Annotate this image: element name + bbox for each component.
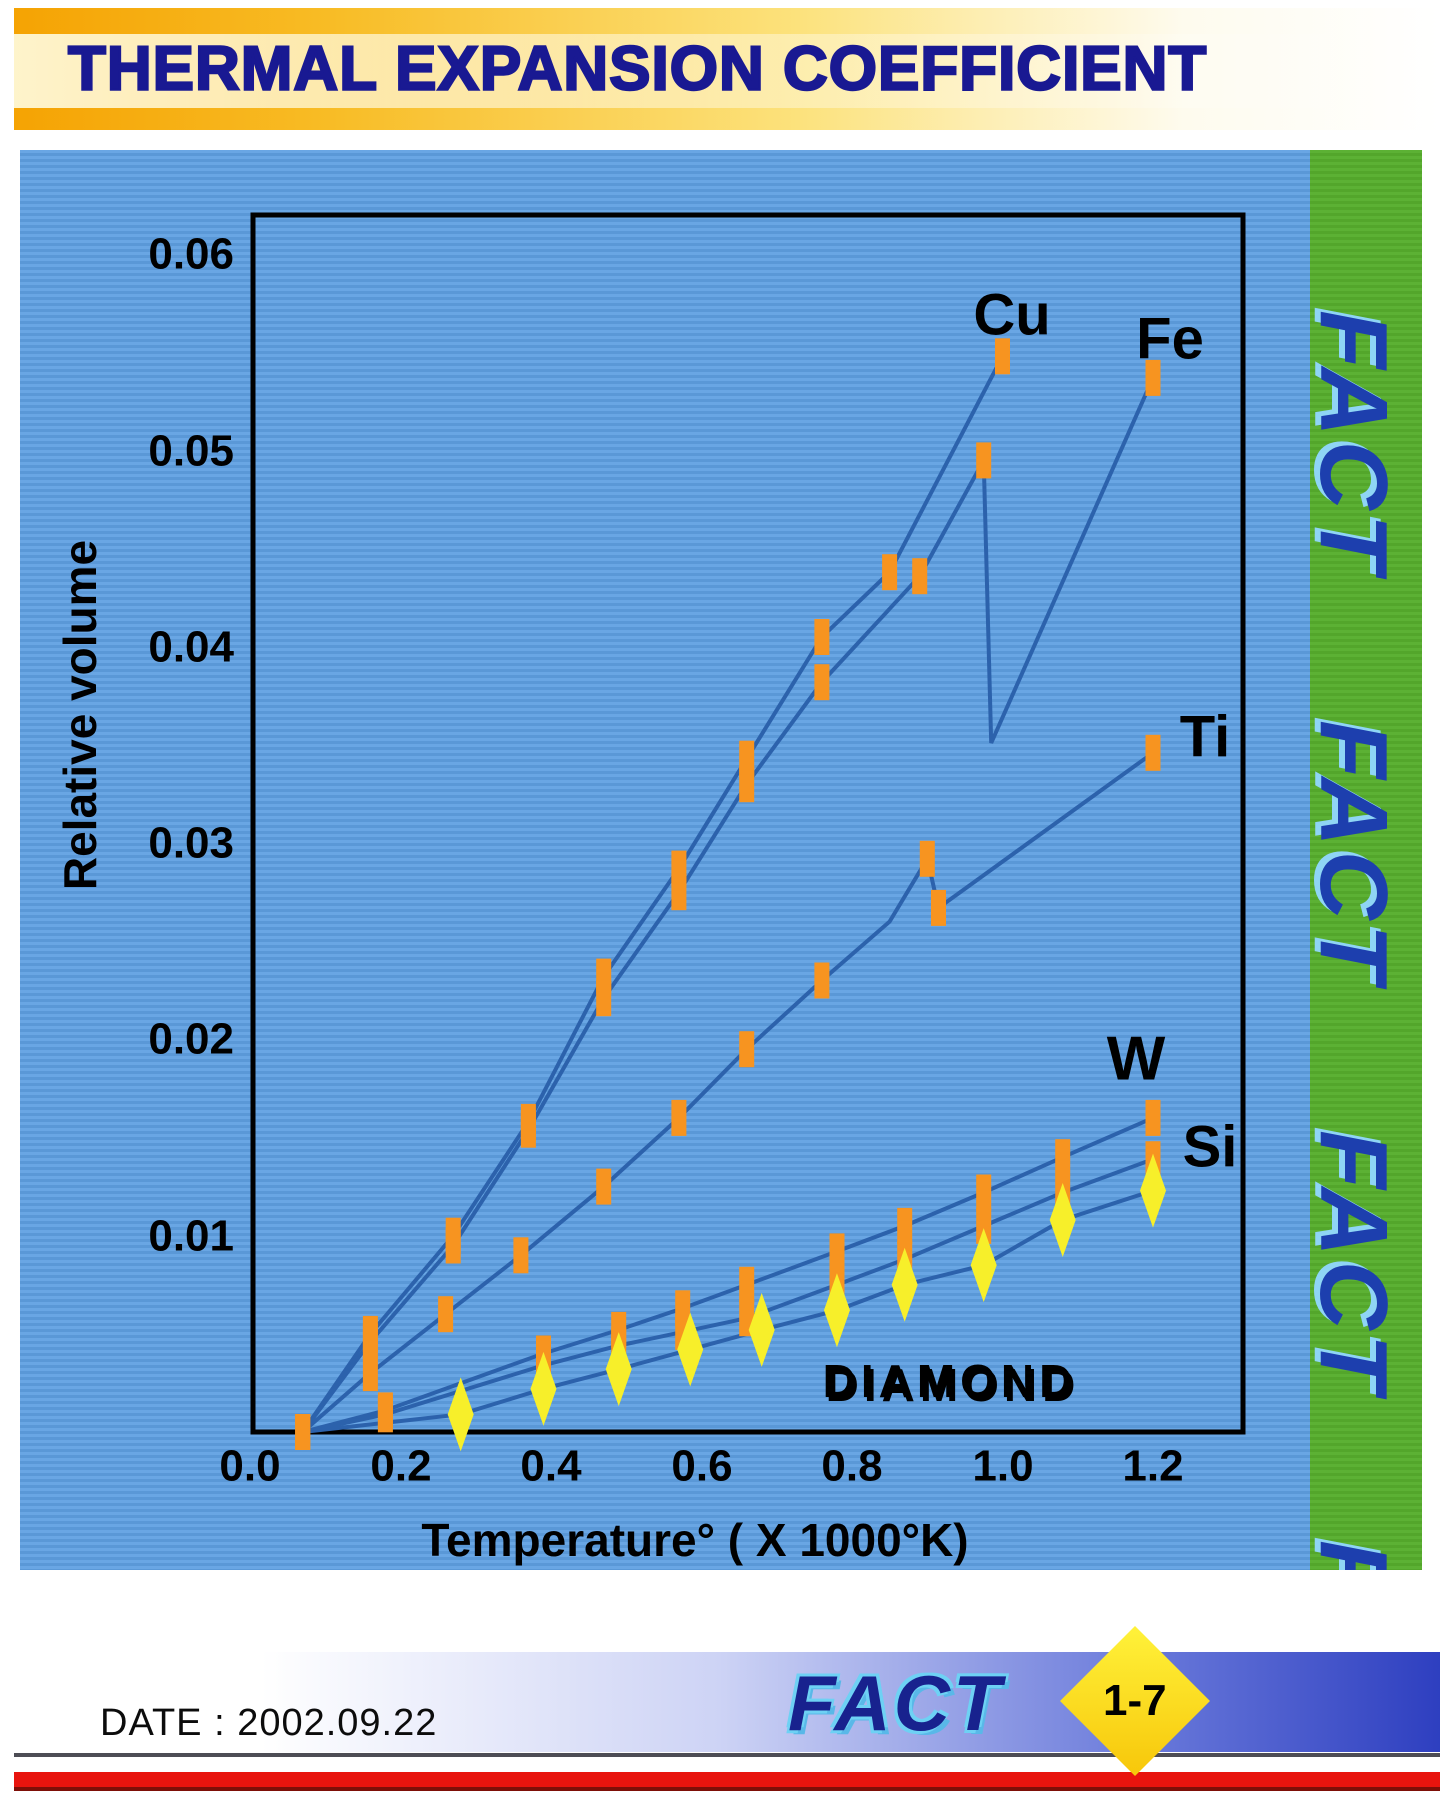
fact-logo: FACT [788, 1659, 1004, 1747]
square-marker [814, 619, 830, 655]
square-marker [445, 1227, 461, 1264]
y-tick-label: 0.04 [148, 623, 234, 672]
series-line-Cu [301, 355, 1005, 1434]
y-tick-label: 0.05 [148, 427, 234, 476]
series-label-shadow-DIAMOND: DIAMOND [826, 1359, 1081, 1411]
series-label-W: W [1107, 1025, 1166, 1094]
square-marker [671, 1099, 687, 1136]
square-marker [976, 442, 992, 479]
thermal-expansion-chart: 0.01 0.02 0.03 0.04 0.05 0.06 0.0 0.2 0.4 0.6 0.8 1… [54, 212, 1246, 1566]
diamond-marker [1140, 1153, 1166, 1228]
square-marker [377, 1396, 393, 1433]
x-tick-label: 0.6 [671, 1442, 732, 1491]
series-label-Ti: Ti [1180, 705, 1231, 770]
square-marker [1145, 359, 1161, 396]
banner-highlight-stripe [14, 34, 1440, 108]
x-tick-label: 0.4 [520, 1442, 582, 1491]
y-tick-label: 0.03 [148, 819, 234, 868]
x-tick-label: 1.0 [972, 1442, 1033, 1491]
footer-red-band [14, 1772, 1440, 1791]
fact-strip-text: FACT [1310, 310, 1407, 577]
series-line-Ti [301, 751, 1155, 1434]
square-marker [829, 1233, 845, 1270]
square-marker [976, 1174, 992, 1211]
square-marker [814, 962, 830, 999]
series-line-Fe [301, 377, 1155, 1434]
square-marker [739, 766, 755, 803]
plot-border [250, 212, 1246, 1435]
x-tick-label: 0.0 [219, 1442, 280, 1491]
series-label-Cu: Cu [973, 283, 1050, 348]
square-marker [912, 558, 928, 595]
footer-gradient-bar [130, 1652, 1440, 1752]
x-axis-title: Temperature° ( X 1000°K) [421, 1514, 968, 1566]
diamond-marker [748, 1292, 775, 1367]
square-marker [1145, 734, 1161, 771]
square-marker [897, 1207, 913, 1244]
square-marker [739, 1266, 755, 1303]
fact-strip-text: FACT [1310, 1130, 1407, 1397]
y-tick-label: 0.02 [148, 1015, 234, 1064]
square-marker [438, 1296, 454, 1333]
square-marker [931, 889, 946, 926]
diamond-marker [677, 1312, 704, 1387]
fact-strip-text: FACT [1310, 720, 1407, 987]
y-axis-title: Relative volume [54, 540, 106, 890]
x-tick-label: 0.2 [370, 1442, 431, 1491]
square-marker [995, 338, 1010, 375]
diamond-marker [970, 1228, 997, 1303]
page-number: 1-7 [1103, 1676, 1167, 1725]
square-marker [1145, 1099, 1161, 1136]
square-marker [739, 1031, 755, 1068]
footer-grey-rule [14, 1753, 1440, 1757]
page-title: THERMAL EXPANSION COEFFICIENT [67, 33, 1208, 104]
diamond-marker [530, 1351, 557, 1426]
chart-panel-background [20, 150, 1310, 1570]
square-marker [671, 874, 687, 911]
diamond-marker [823, 1273, 850, 1348]
square-marker [596, 1168, 612, 1205]
series-label-Fe: Fe [1136, 307, 1204, 372]
square-marker [1055, 1139, 1071, 1176]
square-marker [362, 1323, 378, 1360]
footer-date: DATE : 2002.09.22 [100, 1702, 438, 1744]
square-marker [814, 664, 830, 701]
x-tick-label: 0.8 [821, 1442, 882, 1491]
series-label-Si: Si [1183, 1115, 1238, 1180]
square-marker [362, 1355, 378, 1392]
square-marker [976, 1207, 992, 1244]
fact-strip-text: FACT [1310, 1540, 1408, 1570]
y-tick-label: 0.01 [148, 1212, 234, 1261]
fact-side-strip: FACT FACT FACT FACT [1310, 150, 1422, 1570]
square-marker [513, 1237, 529, 1274]
square-marker [596, 980, 612, 1017]
title-banner: THERMAL EXPANSION COEFFICIENT [14, 8, 1440, 130]
diamond-marker [447, 1377, 474, 1452]
square-marker [919, 840, 935, 877]
series-label-DIAMOND: DIAMOND [823, 1355, 1078, 1407]
diamond-marker [1049, 1183, 1076, 1258]
square-marker [295, 1414, 311, 1450]
x-tick-label: 1.2 [1122, 1442, 1183, 1491]
diamond-marker [605, 1332, 632, 1407]
diamond-marker [891, 1247, 918, 1322]
square-marker [882, 554, 898, 591]
square-marker [520, 1111, 536, 1148]
y-tick-label: 0.06 [148, 230, 234, 279]
